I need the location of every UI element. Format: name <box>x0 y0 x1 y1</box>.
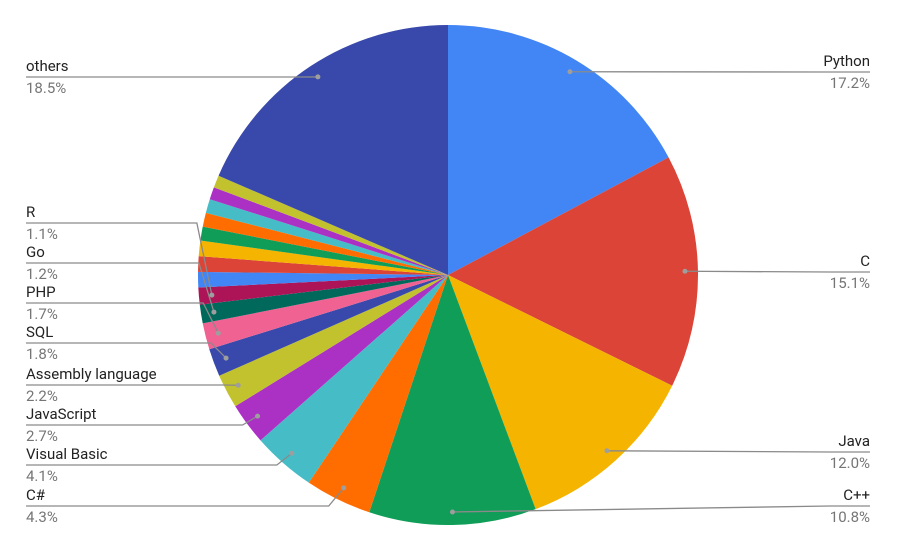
leader-line <box>26 342 227 359</box>
slice-label: SQL <box>26 323 53 341</box>
slice-value-label: 10.8% <box>830 508 870 526</box>
slice-label: Visual Basic <box>26 445 108 463</box>
slice-value-label: 18.5% <box>26 79 66 97</box>
slice-label: others <box>26 57 69 75</box>
pie-slice <box>205 199 448 275</box>
leader-line <box>26 222 213 296</box>
slice-label: C++ <box>843 486 870 504</box>
leader-dot <box>209 292 215 298</box>
pie-slice <box>202 275 448 350</box>
leader-dot <box>211 309 217 315</box>
pie-slice <box>198 271 448 288</box>
pie-slice <box>209 275 448 376</box>
leader-dot <box>255 413 261 419</box>
slice-value-label: 2.2% <box>26 387 58 405</box>
leader-line <box>452 505 870 513</box>
slice-value-label: 4.3% <box>26 508 58 526</box>
slice-value-label: 15.1% <box>830 274 870 292</box>
slice-value-label: 12.0% <box>830 454 870 472</box>
slice-value-label: 1.1% <box>26 225 58 243</box>
slice-value-label: 1.8% <box>26 345 58 363</box>
pie-slice <box>219 275 448 407</box>
slice-label: Java <box>838 432 870 450</box>
pie-slice <box>199 275 448 324</box>
leader-dot <box>289 450 295 456</box>
leader-line <box>26 452 293 466</box>
leader-dot <box>567 69 573 75</box>
pie-slice <box>308 275 448 513</box>
slice-label: Assembly language <box>26 365 157 383</box>
leader-dot <box>315 74 321 80</box>
pie-slice <box>198 256 448 275</box>
slice-label: Python <box>823 52 870 70</box>
pie-slice <box>198 275 448 305</box>
pie-slice <box>448 25 669 275</box>
slice-label: C <box>860 252 870 270</box>
leader-line <box>606 450 870 453</box>
pie-slice <box>235 275 448 441</box>
leader-dot <box>682 268 688 274</box>
leader-dot <box>341 485 347 491</box>
slice-label: C# <box>26 486 46 504</box>
slice-label: PHP <box>26 283 56 301</box>
slice-value-label: 2.7% <box>26 427 58 445</box>
slice-value-label: 1.7% <box>26 305 58 323</box>
pie-slice <box>218 25 448 275</box>
slice-value-label: 1.2% <box>26 265 58 283</box>
leader-dot <box>449 509 455 515</box>
pie-slice <box>213 175 448 275</box>
leader-dot <box>235 382 241 388</box>
pie-slice <box>200 226 448 275</box>
leader-line <box>26 415 258 426</box>
slice-label: JavaScript <box>26 405 97 423</box>
pie-slice <box>209 187 448 275</box>
leader-line <box>26 302 219 334</box>
slice-value-label: 4.1% <box>26 467 58 485</box>
slice-value-label: 17.2% <box>830 74 870 92</box>
slice-label: R <box>26 203 35 221</box>
leader-dot <box>604 448 610 454</box>
pie-slice <box>198 240 448 275</box>
leader-line <box>684 270 870 273</box>
leader-line <box>26 487 345 507</box>
leader-dot <box>215 330 221 336</box>
slice-label: Go <box>26 243 45 261</box>
pie-slice <box>202 212 448 275</box>
pie-slice <box>369 275 536 526</box>
pie-slice <box>260 275 448 483</box>
leader-line <box>26 262 215 313</box>
leader-dot <box>223 355 229 361</box>
pie-slice <box>448 157 699 386</box>
